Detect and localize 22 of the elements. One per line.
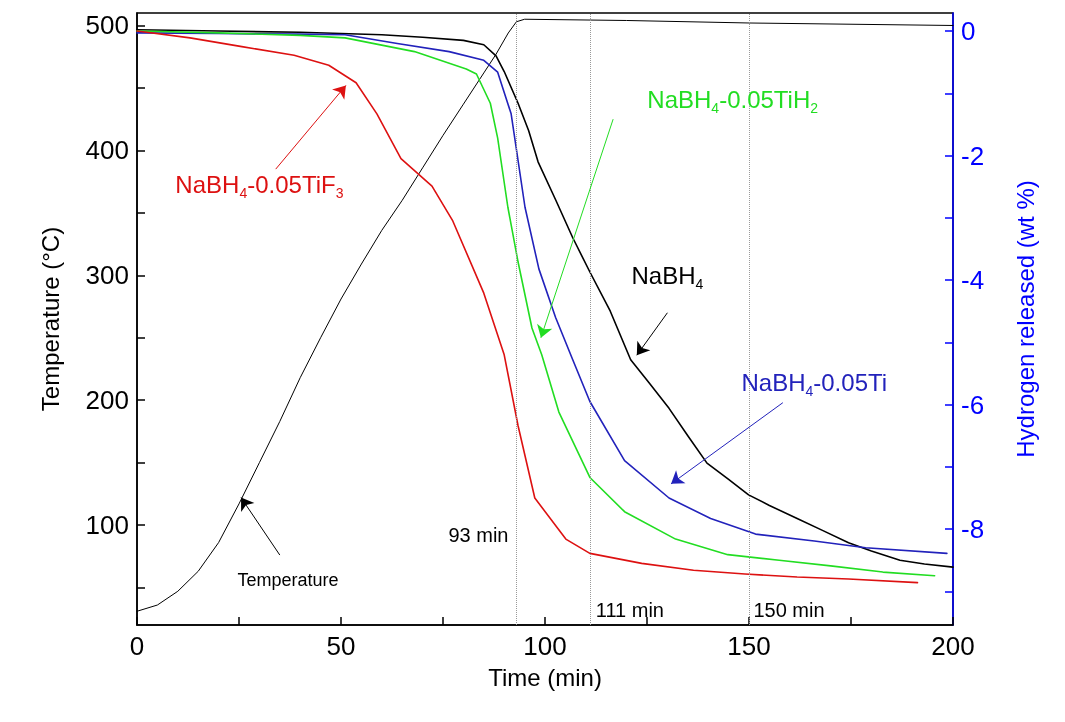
- y2-tick-label: -2: [961, 140, 985, 171]
- ref-line-label: 111 min: [595, 599, 664, 621]
- x-tick-label: 50: [326, 631, 356, 661]
- y-tick-label: 100: [85, 510, 129, 541]
- y-tick-label: 500: [85, 10, 129, 41]
- y-tick-label: 200: [85, 385, 129, 416]
- ref-line-label: 150 min: [753, 599, 825, 621]
- x-tick-label: 200: [931, 631, 975, 661]
- y2-tick-label: -8: [961, 514, 985, 545]
- x-tick-label: 0: [129, 631, 145, 661]
- y2-tick-label: -6: [961, 389, 985, 420]
- y2-tick-label: 0: [961, 16, 976, 47]
- x-tick-label: 150: [727, 631, 771, 661]
- y-tick-label: 300: [85, 260, 129, 291]
- ref-line-label: 93 min: [448, 524, 509, 546]
- y2-axis-title: Hydrogen released (wt %): [1011, 180, 1039, 458]
- y2-tick-label: -4: [961, 265, 985, 296]
- y-tick-label: 400: [85, 135, 129, 166]
- y-axis-title: Temperature (°C): [36, 226, 64, 412]
- x-axis-title: Time (min): [488, 663, 602, 691]
- x-tick-label: 100: [523, 631, 567, 661]
- series-label: Temperature: [237, 570, 339, 591]
